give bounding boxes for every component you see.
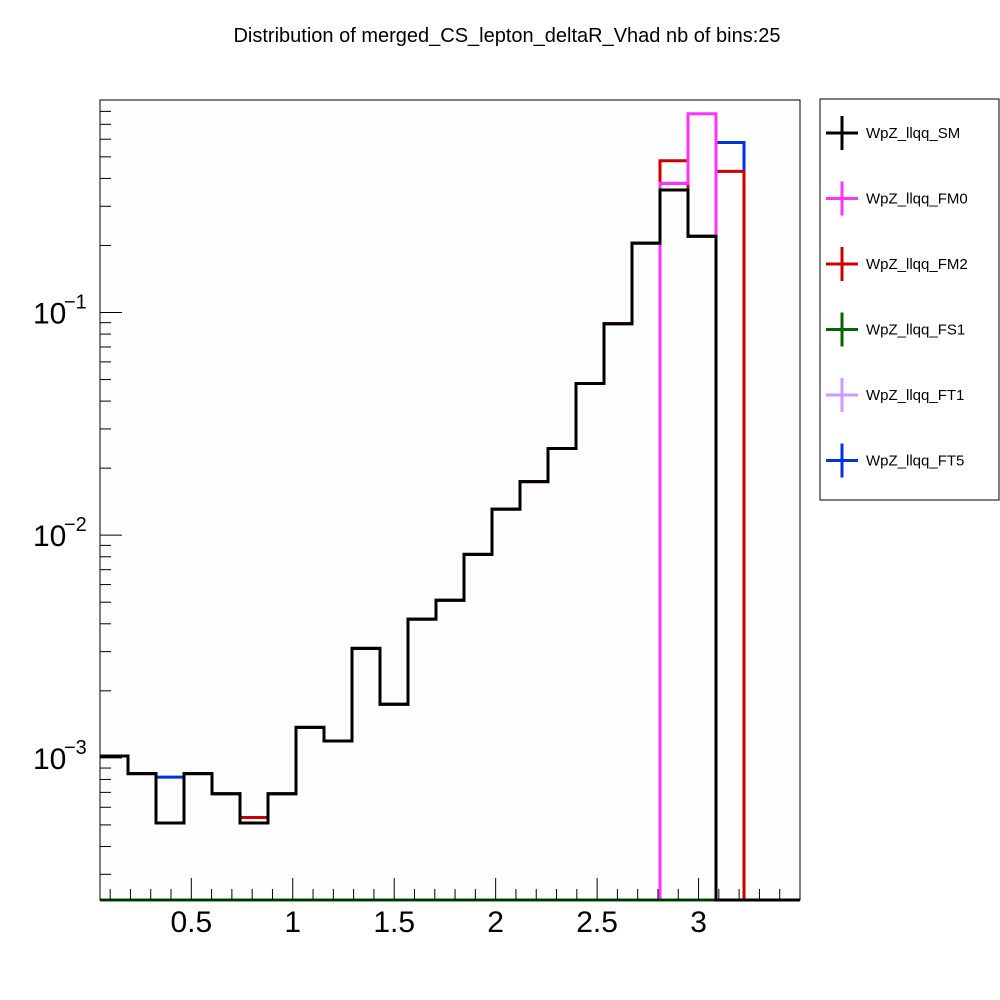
y-tick-exponent: −2 — [64, 514, 87, 536]
x-tick-label: 1 — [284, 906, 301, 939]
y-tick-exponent: −1 — [64, 291, 87, 313]
x-tick-label: 2 — [487, 906, 504, 939]
x-tick-label: 2.5 — [576, 906, 618, 939]
legend-label: WpZ_llqq_FS1 — [866, 322, 965, 339]
axis-layer: 0.5 1 1.5 2 2.5 310−310−210−1 — [33, 99, 801, 939]
x-tick-label: 1.5 — [373, 906, 415, 939]
legend-box — [819, 98, 1000, 501]
x-tick-label: 0.5 — [170, 906, 212, 939]
y-tick-exponent: −3 — [64, 737, 87, 759]
y-tick-label: 10 — [33, 743, 66, 776]
plot-frame — [99, 99, 801, 901]
chart-title: Distribution of merged_CS_lepton_deltaR_… — [233, 25, 780, 47]
series-line-WpZ_llqq_SM — [100, 188, 800, 902]
legend-label: WpZ_llqq_FM0 — [866, 191, 968, 208]
legend-label: WpZ_llqq_SM — [866, 125, 960, 142]
x-tick-label: 3 — [690, 906, 707, 939]
legend-label: WpZ_llqq_FT1 — [866, 387, 964, 404]
plot-area — [100, 100, 800, 900]
y-tick-label: 10 — [33, 297, 66, 330]
legend: WpZ_llqq_SM WpZ_llqq_FM0 WpZ_llqq_FM2 WpZ_l… — [819, 98, 1000, 501]
legend-label: WpZ_llqq_FT5 — [866, 453, 964, 470]
y-tick-label: 10 — [33, 520, 66, 553]
legend-label: WpZ_llqq_FM2 — [866, 256, 968, 273]
